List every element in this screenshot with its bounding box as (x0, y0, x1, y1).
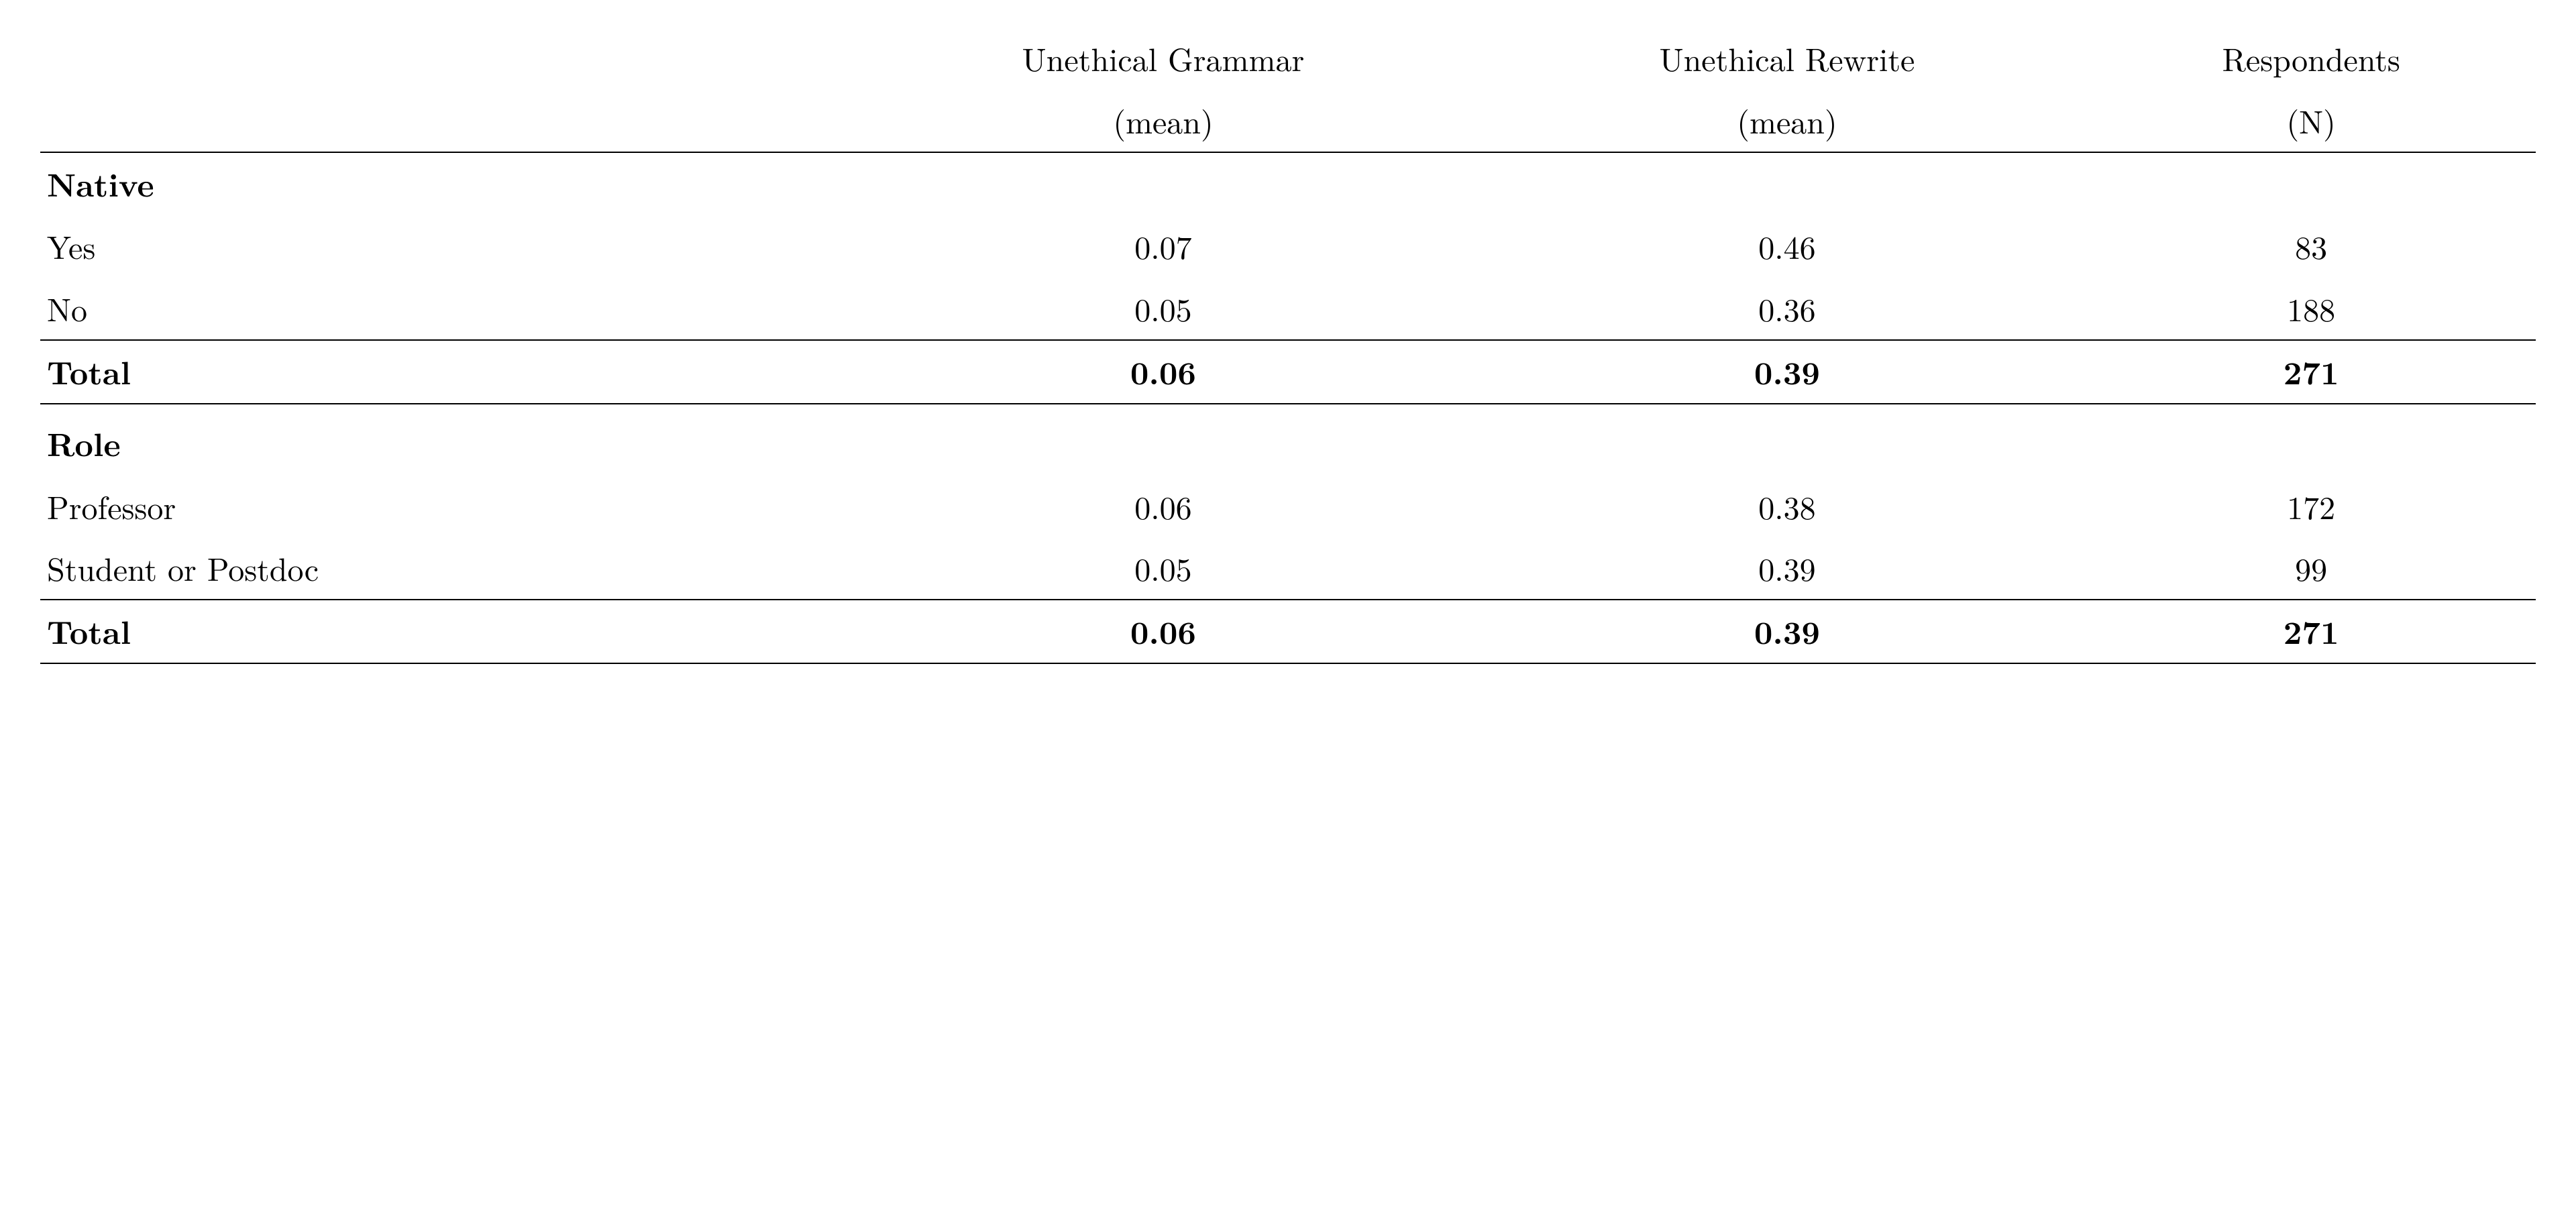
total-row-role: Total 0.06 0.39 271 (40, 600, 2536, 663)
cell-grammar: 0.05 (839, 537, 1487, 600)
total-label: Total (40, 340, 839, 404)
section-header-role: Role (40, 404, 2536, 475)
total-grammar: 0.06 (839, 600, 1487, 663)
cell-rewrite: 0.36 (1488, 277, 2087, 340)
cell-rewrite: 0.38 (1488, 475, 2087, 537)
header-n: Respondents (2086, 27, 2536, 89)
table-row: Student or Postdoc 0.05 0.39 99 (40, 537, 2536, 600)
table-row: Professor 0.06 0.38 172 (40, 475, 2536, 537)
total-n: 271 (2086, 600, 2536, 663)
table-row: No 0.05 0.36 188 (40, 277, 2536, 340)
section-header-native: Native (40, 152, 2536, 215)
section-title: Role (40, 404, 839, 475)
cell-n: 99 (2086, 537, 2536, 600)
cell-grammar: 0.06 (839, 475, 1487, 537)
header-blank (40, 27, 839, 89)
total-row-native: Total 0.06 0.39 271 (40, 340, 2536, 404)
row-label: Professor (40, 475, 839, 537)
header-rewrite: Unethical Rewrite (1488, 27, 2087, 89)
header-blank-sub (40, 89, 839, 152)
total-rewrite: 0.39 (1488, 600, 2087, 663)
header-n-sub: (N) (2086, 89, 2536, 152)
cell-rewrite: 0.46 (1488, 215, 2087, 277)
cell-n: 172 (2086, 475, 2536, 537)
total-rewrite: 0.39 (1488, 340, 2087, 404)
cell-n: 83 (2086, 215, 2536, 277)
cell-grammar: 0.05 (839, 277, 1487, 340)
header-row-sub: (mean) (mean) (N) (40, 89, 2536, 152)
row-label: Yes (40, 215, 839, 277)
header-grammar-sub: (mean) (839, 89, 1487, 152)
header-row-top: Unethical Grammar Unethical Rewrite Resp… (40, 27, 2536, 89)
total-label: Total (40, 600, 839, 663)
total-grammar: 0.06 (839, 340, 1487, 404)
cell-rewrite: 0.39 (1488, 537, 2087, 600)
total-n: 271 (2086, 340, 2536, 404)
results-table: Unethical Grammar Unethical Rewrite Resp… (40, 27, 2536, 664)
header-rewrite-sub: (mean) (1488, 89, 2087, 152)
section-title: Native (40, 152, 839, 215)
header-grammar: Unethical Grammar (839, 27, 1487, 89)
row-label: No (40, 277, 839, 340)
table-row: Yes 0.07 0.46 83 (40, 215, 2536, 277)
cell-grammar: 0.07 (839, 215, 1487, 277)
cell-n: 188 (2086, 277, 2536, 340)
row-label: Student or Postdoc (40, 537, 839, 600)
